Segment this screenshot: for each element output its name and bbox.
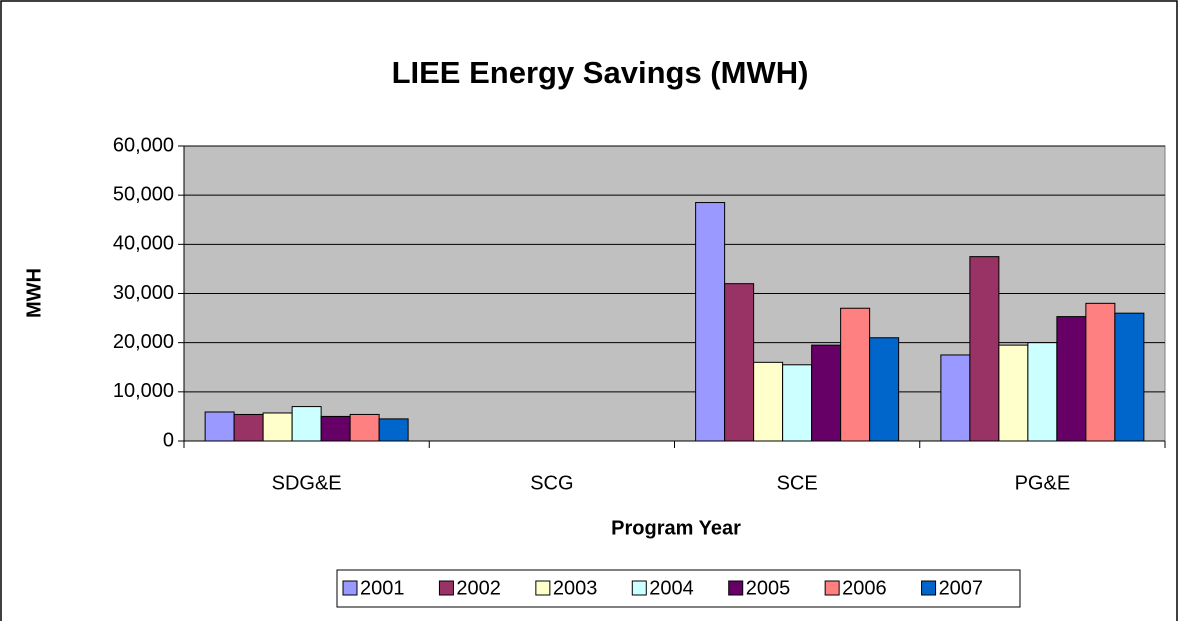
y-tick-label: 10,000 bbox=[113, 380, 174, 402]
chart-title: LIEE Energy Savings (MWH) bbox=[392, 55, 809, 90]
bar bbox=[811, 344, 842, 442]
bar bbox=[349, 413, 380, 442]
legend-swatch bbox=[535, 580, 551, 596]
bar bbox=[1027, 342, 1058, 442]
x-tick-label: SCE bbox=[777, 472, 818, 494]
legend-label: 2007 bbox=[939, 577, 984, 599]
legend-label: 2006 bbox=[842, 577, 887, 599]
bar bbox=[1085, 302, 1116, 442]
y-tick-label: 0 bbox=[163, 429, 174, 451]
bar bbox=[840, 307, 871, 442]
y-tick-label: 50,000 bbox=[113, 183, 174, 205]
legend-swatch bbox=[342, 580, 358, 596]
bar bbox=[320, 415, 351, 442]
bar bbox=[291, 406, 322, 442]
bar bbox=[753, 361, 784, 442]
y-tick-label: 60,000 bbox=[113, 134, 174, 156]
legend-label: 2001 bbox=[360, 577, 405, 599]
bar bbox=[695, 202, 726, 442]
legend-swatch bbox=[824, 580, 840, 596]
legend-label: 2003 bbox=[553, 577, 598, 599]
x-tick-label: SCG bbox=[530, 472, 573, 494]
bar bbox=[998, 344, 1029, 442]
bar bbox=[869, 337, 900, 442]
bar bbox=[724, 283, 755, 442]
bar bbox=[204, 411, 235, 442]
bar bbox=[782, 364, 813, 442]
legend-swatch bbox=[921, 580, 937, 596]
legend-swatch bbox=[631, 580, 647, 596]
y-axis-title: MWH bbox=[23, 268, 45, 318]
x-axis-title: Program Year bbox=[611, 517, 741, 539]
bar bbox=[1114, 312, 1145, 442]
bar bbox=[1056, 316, 1087, 442]
x-tick-label: SDG&E bbox=[272, 472, 342, 494]
legend-label: 2005 bbox=[746, 577, 791, 599]
legend-swatch bbox=[438, 580, 454, 596]
bar bbox=[969, 256, 1000, 442]
bar bbox=[262, 412, 293, 442]
bar bbox=[940, 354, 971, 442]
x-tick-label: PG&E bbox=[1015, 472, 1071, 494]
y-tick-label: 30,000 bbox=[113, 282, 174, 304]
legend-label: 2002 bbox=[456, 577, 501, 599]
legend-label: 2004 bbox=[649, 577, 694, 599]
legend-swatch bbox=[728, 580, 744, 596]
y-tick-label: 20,000 bbox=[113, 331, 174, 353]
bar bbox=[233, 413, 264, 442]
y-tick-label: 40,000 bbox=[113, 233, 174, 255]
bar bbox=[378, 418, 409, 442]
